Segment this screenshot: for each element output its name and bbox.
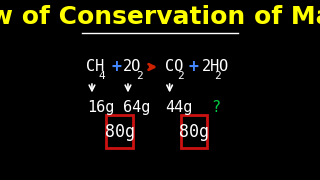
Text: 2: 2 [214,71,221,81]
Text: O: O [218,59,228,75]
Text: CO: CO [165,59,183,75]
Text: 80g: 80g [105,123,135,141]
Text: +: + [112,58,122,76]
Text: 2: 2 [136,71,142,81]
Text: 2H: 2H [202,59,220,75]
Text: 2: 2 [177,71,184,81]
Text: ?: ? [211,100,220,115]
Text: 4: 4 [98,71,105,81]
Text: 16g: 16g [88,100,115,115]
Text: 44g: 44g [165,100,192,115]
Text: CH: CH [86,59,105,75]
Text: 2O: 2O [123,59,141,75]
Text: +: + [189,58,199,76]
Text: 80g: 80g [179,123,209,141]
Text: 64g: 64g [123,100,150,115]
Text: Law of Conservation of Mass: Law of Conservation of Mass [0,5,320,29]
